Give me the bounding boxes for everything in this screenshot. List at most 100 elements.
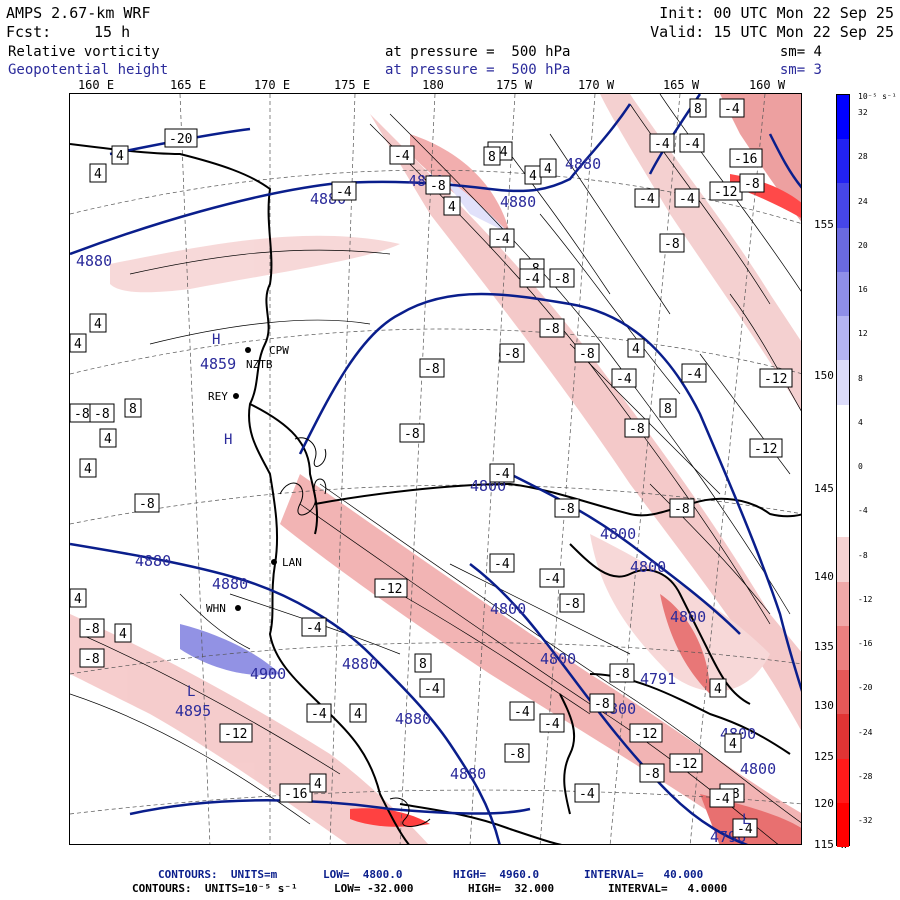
svg-text:-8: -8 bbox=[84, 652, 100, 667]
convective-clusters bbox=[279, 437, 431, 827]
height-label: 4880 bbox=[450, 765, 486, 783]
vort-band bbox=[280, 474, 801, 844]
svg-text:-4: -4 bbox=[494, 467, 510, 482]
vorticity-label: -8 bbox=[669, 498, 695, 518]
station-label: WHN bbox=[206, 602, 226, 615]
svg-text:4: 4 bbox=[94, 317, 102, 332]
footer-vort-prefix: CONTOURS: UNITS=10⁻⁵ s⁻¹ bbox=[132, 882, 298, 895]
colorbar-tick-label: -8 bbox=[858, 550, 868, 560]
svg-text:-8: -8 bbox=[564, 597, 580, 612]
colorbar-segment bbox=[837, 316, 849, 361]
field2-name: Geopotential height bbox=[8, 62, 169, 78]
svg-text:-4: -4 bbox=[494, 557, 510, 572]
station-label: NZTB bbox=[246, 358, 273, 371]
vorticity-label: -12 bbox=[709, 181, 743, 201]
svg-text:-8: -8 bbox=[139, 497, 155, 512]
colorbar-segment bbox=[837, 714, 849, 759]
svg-text:-4: -4 bbox=[394, 149, 410, 164]
colorbar-tick-label: -28 bbox=[858, 771, 873, 781]
vorticity-label: -8 bbox=[134, 493, 160, 513]
vorticity-label: -12 bbox=[669, 753, 703, 773]
map-panel: 4880 4880 4880 4880 4859 4880 4880 4800 … bbox=[69, 93, 802, 845]
svg-text:8: 8 bbox=[419, 657, 427, 672]
vorticity-label: -4 bbox=[681, 363, 707, 383]
svg-text:8: 8 bbox=[129, 402, 137, 417]
svg-text:-4: -4 bbox=[494, 232, 510, 247]
footer-vort-interval: INTERVAL= 4.0000 bbox=[608, 882, 728, 895]
colorbar-tick-label: 12 bbox=[858, 329, 868, 339]
vorticity-label: -8 bbox=[609, 663, 635, 683]
svg-text:-4: -4 bbox=[424, 682, 440, 697]
vorticity-label: -8 bbox=[425, 175, 451, 195]
colorbar-tick-label: -24 bbox=[858, 727, 873, 737]
vorticity-label: -8 bbox=[79, 618, 105, 638]
vorticity-label: 4 bbox=[70, 588, 87, 608]
colorbar-segment bbox=[837, 670, 849, 715]
vorticity-label: -4 bbox=[719, 98, 745, 118]
height-label: 4880 bbox=[565, 155, 601, 173]
svg-text:-8: -8 bbox=[424, 362, 440, 377]
svg-text:-8: -8 bbox=[554, 272, 570, 287]
vorticity-label: 4 bbox=[627, 338, 645, 358]
lon-label: 165 E bbox=[169, 78, 207, 92]
lon-label: 180 bbox=[422, 78, 444, 92]
svg-text:-8: -8 bbox=[594, 697, 610, 712]
stations: CPW NZTB REY LAN WHN bbox=[206, 344, 302, 615]
height-label: 4800 bbox=[540, 650, 576, 668]
height-contour-4880 bbox=[768, 133, 801, 189]
vorticity-label: 4 bbox=[99, 428, 117, 448]
vorticity-label: -8 bbox=[539, 318, 565, 338]
svg-text:-4: -4 bbox=[311, 707, 327, 722]
vorticity-label: 4 bbox=[111, 145, 129, 165]
colorbar-segment bbox=[837, 802, 849, 847]
svg-text:-12: -12 bbox=[764, 372, 787, 387]
vorticity-contours bbox=[70, 94, 801, 844]
colorbar-tick-label: 20 bbox=[858, 240, 868, 250]
vort-band bbox=[180, 624, 280, 676]
colorbar-segment bbox=[837, 139, 849, 184]
vorticity-label: 4 bbox=[89, 163, 107, 183]
lon-label: 170 E bbox=[253, 78, 291, 92]
svg-text:-12: -12 bbox=[634, 727, 657, 742]
forecast-hour: 15 h bbox=[94, 23, 131, 41]
svg-text:-4: -4 bbox=[514, 705, 530, 720]
svg-text:-8: -8 bbox=[430, 179, 446, 194]
svg-text:-12: -12 bbox=[754, 442, 777, 457]
vorticity-label: -8 bbox=[739, 173, 765, 193]
svg-text:-4: -4 bbox=[654, 137, 670, 152]
high-marker: H bbox=[212, 332, 220, 348]
vorticity-label: 4 bbox=[70, 333, 87, 353]
footer-height-high: HIGH= 4960.0 bbox=[453, 868, 540, 881]
svg-text:-4: -4 bbox=[714, 792, 730, 807]
height-label: 4880 bbox=[342, 655, 378, 673]
footer-height-interval: INTERVAL= 40.000 bbox=[584, 868, 704, 881]
colorbar-tick-label: 32 bbox=[858, 108, 868, 118]
height-label: 4800 bbox=[740, 760, 776, 778]
colorbar-tick-label: -20 bbox=[858, 683, 873, 693]
svg-text:4: 4 bbox=[314, 777, 322, 792]
svg-text:-16: -16 bbox=[284, 787, 307, 802]
svg-text:-8: -8 bbox=[664, 237, 680, 252]
vort-band bbox=[350, 808, 430, 827]
station-dot bbox=[271, 559, 277, 565]
svg-text:-8: -8 bbox=[84, 622, 100, 637]
height-label: 4791 bbox=[640, 670, 676, 688]
vort-band bbox=[660, 594, 710, 694]
svg-text:4: 4 bbox=[74, 592, 82, 607]
lon-label: 160 E bbox=[77, 78, 115, 92]
vorticity-label: -8 bbox=[589, 693, 615, 713]
colorbar-segment bbox=[837, 448, 849, 494]
lon-label: 170 W bbox=[577, 78, 615, 92]
vorticity-label: -4 bbox=[519, 268, 545, 288]
svg-text:-8: -8 bbox=[744, 177, 760, 192]
svg-text:4: 4 bbox=[354, 707, 362, 722]
height-labels: 4880 4880 4880 4880 4859 4880 4880 4800 … bbox=[76, 155, 776, 844]
colorbar-segment bbox=[837, 537, 849, 582]
vorticity-label: -4 bbox=[509, 701, 535, 721]
svg-text:-8: -8 bbox=[579, 347, 595, 362]
svg-text:4: 4 bbox=[714, 682, 722, 697]
vorticity-label: -8 bbox=[399, 423, 425, 443]
height-contour-4800 bbox=[509, 472, 741, 635]
vorticity-label: -4 bbox=[732, 818, 758, 838]
vorticity-label: 4 bbox=[309, 773, 327, 793]
